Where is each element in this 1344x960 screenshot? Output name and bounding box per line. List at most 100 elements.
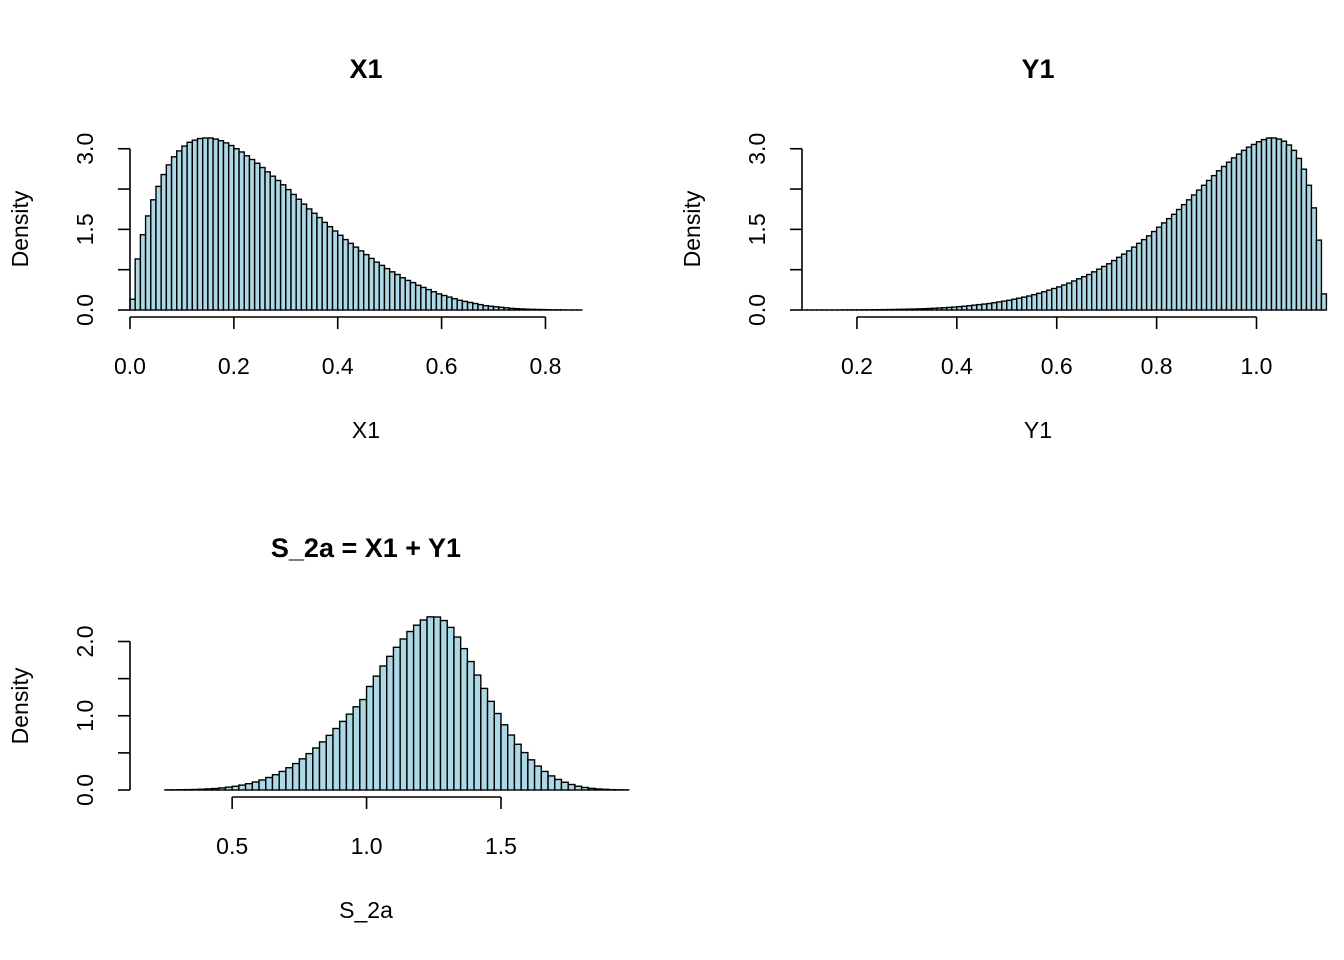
histogram-bar: [1066, 282, 1073, 311]
histogram-bar: [243, 155, 251, 311]
histogram-bar: [318, 741, 327, 791]
histogram-bar: [921, 308, 928, 311]
histogram-bar: [601, 788, 610, 791]
histogram-bar: [238, 784, 247, 791]
x-tick-label: 1.0: [1241, 353, 1273, 379]
x-tick-label: 0.4: [322, 353, 354, 379]
histogram-bar: [253, 162, 261, 311]
histogram-bar: [580, 786, 590, 791]
histogram-bar: [362, 253, 370, 311]
histogram-bar: [170, 156, 178, 311]
y-tick-label: 0.0: [72, 294, 98, 326]
histogram-bar: [165, 164, 173, 311]
histogram-bar: [451, 298, 458, 311]
histogram-bar: [477, 303, 484, 311]
histogram-bar: [426, 616, 435, 791]
histogram-bar: [1056, 286, 1063, 311]
histogram-bar: [259, 166, 266, 311]
y-tick-label: 1.5: [744, 213, 770, 245]
histogram-bar: [1006, 299, 1013, 311]
histogram-bar: [211, 787, 220, 791]
x-axis-label-y1: Y1: [1024, 417, 1052, 443]
histogram-bar: [279, 184, 287, 311]
histogram-bar: [388, 271, 396, 311]
histogram-bar: [1120, 253, 1128, 311]
histogram-bar: [212, 138, 219, 311]
histogram-bar: [321, 221, 329, 311]
histogram-bar: [191, 139, 199, 311]
histogram-bar: [594, 788, 603, 791]
histogram-bar: [472, 302, 479, 311]
histogram-bar: [1230, 157, 1238, 311]
histogram-bar: [1185, 199, 1193, 311]
histogram-bar: [338, 720, 348, 791]
histogram-bar: [134, 258, 142, 311]
histogram-bar: [331, 230, 339, 311]
histogram-bar: [197, 788, 206, 791]
histogram-bar: [227, 144, 235, 311]
histogram-bar: [312, 747, 321, 791]
histogram-bar: [1160, 222, 1168, 311]
histogram-bar: [936, 307, 943, 311]
histogram-bar: [540, 770, 549, 791]
histogram-bar: [1070, 280, 1078, 311]
histogram-bar: [186, 141, 194, 311]
x-tick-label: 0.8: [529, 353, 561, 379]
y-axis-label-y1: Density: [679, 190, 705, 267]
histogram-bar: [1110, 259, 1118, 311]
histogram-bar: [285, 767, 294, 791]
histogram-bar: [1130, 246, 1138, 311]
histogram-bar: [409, 281, 417, 311]
histogram-bar: [1105, 263, 1113, 311]
histogram-bar: [1300, 168, 1308, 311]
panel-s2a: S_2a = X1 + Y1 S_2a Density 0.5 1.0 1.5 0.0…: [7, 533, 630, 923]
histogram-bar: [359, 698, 368, 791]
histogram-bar: [1140, 238, 1148, 311]
histogram-bar: [1041, 291, 1048, 311]
histogram-bar: [1220, 165, 1228, 311]
histogram-bar: [207, 137, 214, 311]
histogram-bar: [440, 294, 448, 311]
histogram-bar: [926, 307, 933, 311]
histogram-bar: [1036, 292, 1043, 311]
histogram-bar: [357, 250, 365, 311]
histogram-bar: [271, 774, 280, 791]
histogram-bar: [456, 299, 464, 311]
histogram-bar: [1011, 298, 1018, 311]
histogram-bar: [191, 788, 200, 791]
histogram-bar: [1315, 239, 1323, 311]
histogram-bar: [435, 293, 443, 311]
histogram-bar: [1046, 289, 1053, 311]
histogram-bar: [433, 616, 442, 791]
histogram-bar: [976, 303, 983, 311]
histogram-bar: [1075, 278, 1083, 311]
x-tick-label: 0.2: [841, 353, 873, 379]
histogram-bar: [244, 782, 254, 791]
histogram-bar: [316, 216, 323, 311]
histogram-bar: [931, 307, 938, 311]
histogram-bar: [446, 626, 455, 791]
histogram-bar: [368, 257, 375, 311]
histogram-bar: [896, 308, 903, 311]
histogram-bar: [560, 781, 569, 791]
histogram-bar: [399, 638, 408, 791]
histogram-bar: [217, 139, 225, 311]
y-tick-label: 1.5: [72, 213, 98, 245]
histogram-bar: [285, 188, 292, 311]
histogram-bar: [503, 307, 510, 311]
histogram-bar: [508, 307, 515, 311]
histogram-bar: [966, 305, 973, 311]
histogram-bar: [439, 619, 448, 791]
histogram-bar: [459, 647, 469, 791]
histogram-bar: [527, 759, 536, 791]
histogram-bar: [1310, 207, 1318, 311]
histogram-bar: [1165, 217, 1173, 311]
x-tick-label: 0.8: [1141, 353, 1173, 379]
histogram-bar: [906, 308, 913, 311]
histogram-bar: [425, 288, 432, 311]
axes-y1: 0.2 0.4 0.6 0.8 1.0 0.0 1.5 3.0: [744, 133, 1272, 379]
histogram-bar: [513, 743, 522, 791]
histogram-bar: [365, 685, 374, 791]
histogram-bar: [1305, 184, 1313, 311]
histogram-bar: [986, 302, 993, 311]
